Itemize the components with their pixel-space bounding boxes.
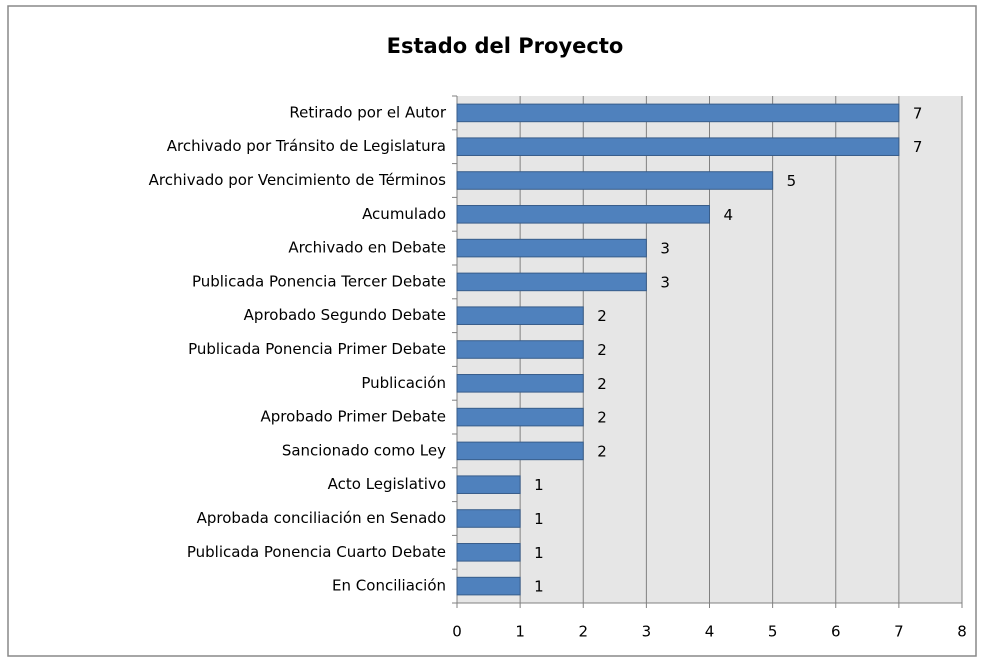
bar bbox=[456, 272, 647, 292]
y-tick-label: Archivado por Tránsito de Legislatura bbox=[167, 137, 446, 155]
x-tick-label: 8 bbox=[957, 623, 967, 641]
y-tick-label: Sancionado como Ley bbox=[282, 441, 446, 459]
data-label: 3 bbox=[660, 240, 670, 258]
bar bbox=[456, 509, 521, 528]
data-label: 2 bbox=[597, 307, 607, 325]
y-tick-label: En Conciliación bbox=[332, 577, 446, 595]
data-label: 2 bbox=[597, 409, 607, 427]
y-tick-label: Publicación bbox=[361, 374, 446, 392]
data-label: 4 bbox=[724, 206, 734, 224]
x-tick-label: 2 bbox=[578, 623, 588, 641]
bar bbox=[456, 171, 774, 190]
data-label: 3 bbox=[660, 273, 670, 291]
bar bbox=[456, 205, 710, 224]
bar bbox=[456, 576, 521, 596]
data-label: 1 bbox=[534, 578, 544, 596]
bar bbox=[456, 374, 584, 393]
data-label: 1 bbox=[534, 544, 544, 562]
x-tick-label: 7 bbox=[894, 623, 904, 641]
y-tick-label: Acumulado bbox=[362, 205, 446, 223]
data-label: 1 bbox=[534, 510, 544, 528]
bar bbox=[456, 137, 900, 156]
bar bbox=[456, 407, 584, 427]
y-tick-label: Aprobado Primer Debate bbox=[261, 408, 446, 426]
data-label: 7 bbox=[913, 104, 923, 122]
x-tick-label: 4 bbox=[705, 623, 715, 641]
bar bbox=[456, 475, 521, 494]
data-label: 1 bbox=[534, 476, 544, 494]
y-tick-label: Acto Legislativo bbox=[328, 475, 446, 493]
y-tick-label: Publicada Ponencia Primer Debate bbox=[188, 340, 446, 358]
chart-title: Estado del Proyecto bbox=[387, 34, 624, 58]
x-tick-label: 5 bbox=[768, 623, 778, 641]
data-label: 2 bbox=[597, 341, 607, 359]
bar bbox=[456, 543, 521, 562]
y-tick-label: Publicada Ponencia Cuarto Debate bbox=[187, 543, 446, 561]
x-tick-label: 0 bbox=[452, 623, 462, 641]
x-tick-label: 1 bbox=[515, 623, 525, 641]
x-tick-label: 3 bbox=[642, 623, 652, 641]
bar bbox=[456, 340, 584, 359]
data-label: 2 bbox=[597, 442, 607, 460]
y-tick-label: Aprobado Segundo Debate bbox=[244, 306, 446, 324]
y-tick-label: Retirado por el Autor bbox=[289, 103, 446, 121]
data-label: 2 bbox=[597, 375, 607, 393]
y-tick-label: Publicada Ponencia Tercer Debate bbox=[192, 272, 446, 290]
bar bbox=[456, 238, 647, 258]
bar bbox=[456, 306, 584, 325]
y-tick-label: Archivado por Vencimiento de Términos bbox=[149, 171, 447, 189]
y-tick-label: Archivado en Debate bbox=[288, 239, 446, 257]
data-label: 7 bbox=[913, 138, 923, 156]
bar bbox=[456, 103, 900, 123]
y-tick-label: Aprobada conciliación en Senado bbox=[197, 509, 446, 527]
x-tick-label: 6 bbox=[831, 623, 841, 641]
bar bbox=[456, 441, 584, 461]
data-label: 5 bbox=[787, 172, 797, 190]
